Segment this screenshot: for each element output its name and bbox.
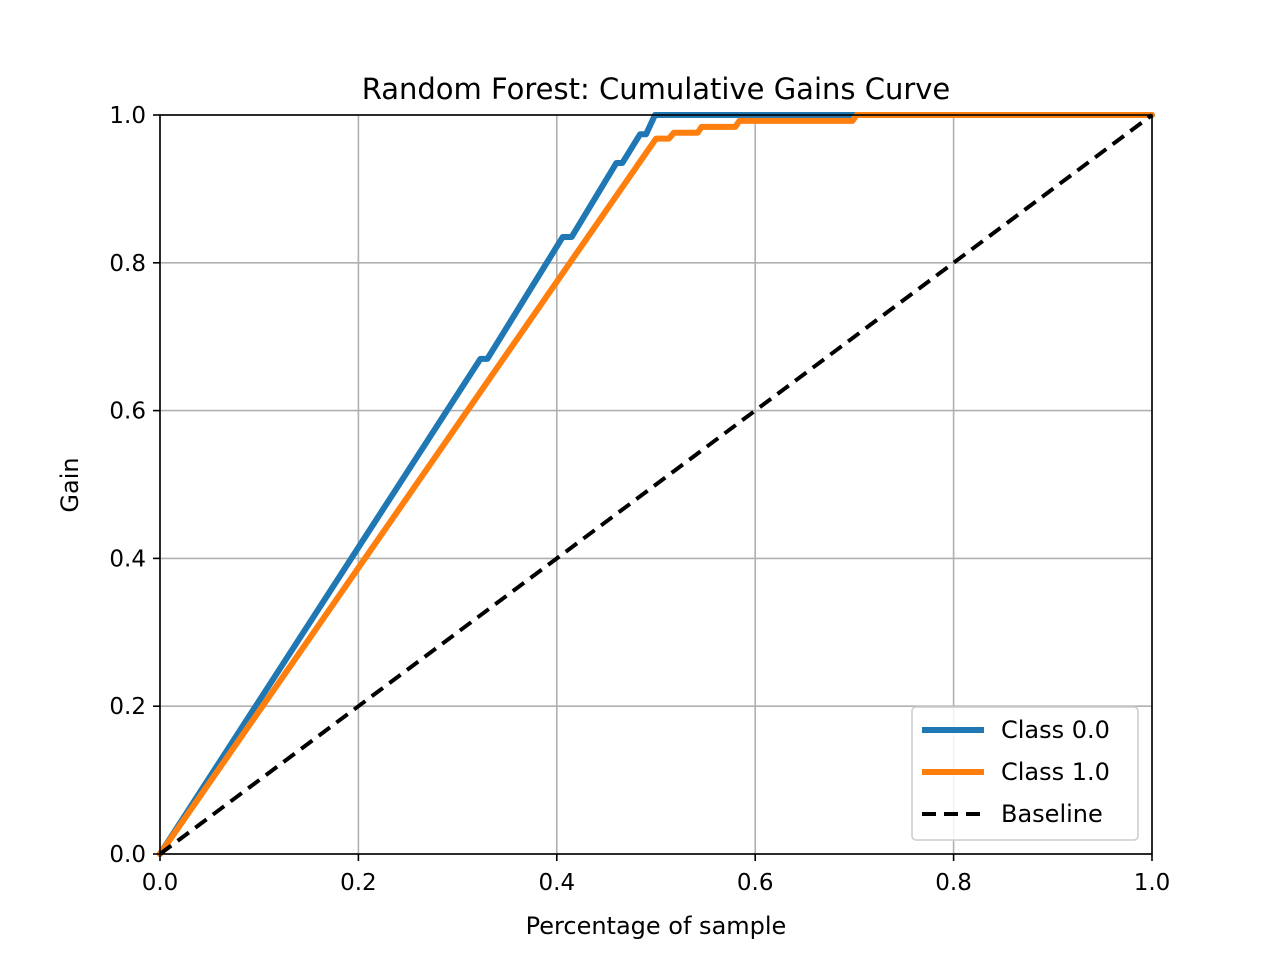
grid-layer — [159, 114, 1153, 855]
series-line-baseline — [158, 113, 1154, 856]
ticks-layer: 0.0 0.2 0.4 0.6 0.8 1.0 0.0 0.2 0.4 0.6 0.8 1.0 — [109, 103, 1170, 896]
y-tick-label: 1.0 — [109, 103, 146, 129]
x-tick-label: 0.2 — [340, 870, 377, 896]
x-axis-label: Percentage of sample — [526, 912, 787, 940]
x-tick-label: 0.0 — [142, 870, 179, 896]
legend-label-class-1: Class 1.0 — [1001, 758, 1110, 786]
series-line-class-1 — [157, 112, 1155, 857]
x-tick-label: 0.4 — [539, 870, 576, 896]
y-tick-label: 0.2 — [109, 694, 146, 720]
x-tick-label: 1.0 — [1134, 870, 1171, 896]
x-tick-label: 0.6 — [737, 870, 774, 896]
series-line-class-0 — [157, 112, 1155, 857]
legend-label-baseline: Baseline — [1001, 800, 1103, 828]
axes-frame — [159, 114, 1153, 855]
axes-spines — [159, 114, 1153, 855]
y-axis-label: Gain — [56, 457, 84, 512]
series-layer — [157, 112, 1155, 857]
legend-label-class-0: Class 0.0 — [1001, 716, 1110, 744]
x-tick-label: 0.8 — [935, 870, 972, 896]
chart-title: Random Forest: Cumulative Gains Curve — [362, 72, 951, 106]
legend-box — [911, 706, 1139, 841]
y-tick-label: 0.6 — [109, 399, 146, 425]
legend: Class 0.0 Class 1.0 Baseline — [911, 706, 1139, 841]
y-tick-label: 0.8 — [109, 251, 146, 277]
y-tick-label: 0.0 — [109, 842, 146, 868]
y-tick-label: 0.4 — [109, 546, 146, 572]
